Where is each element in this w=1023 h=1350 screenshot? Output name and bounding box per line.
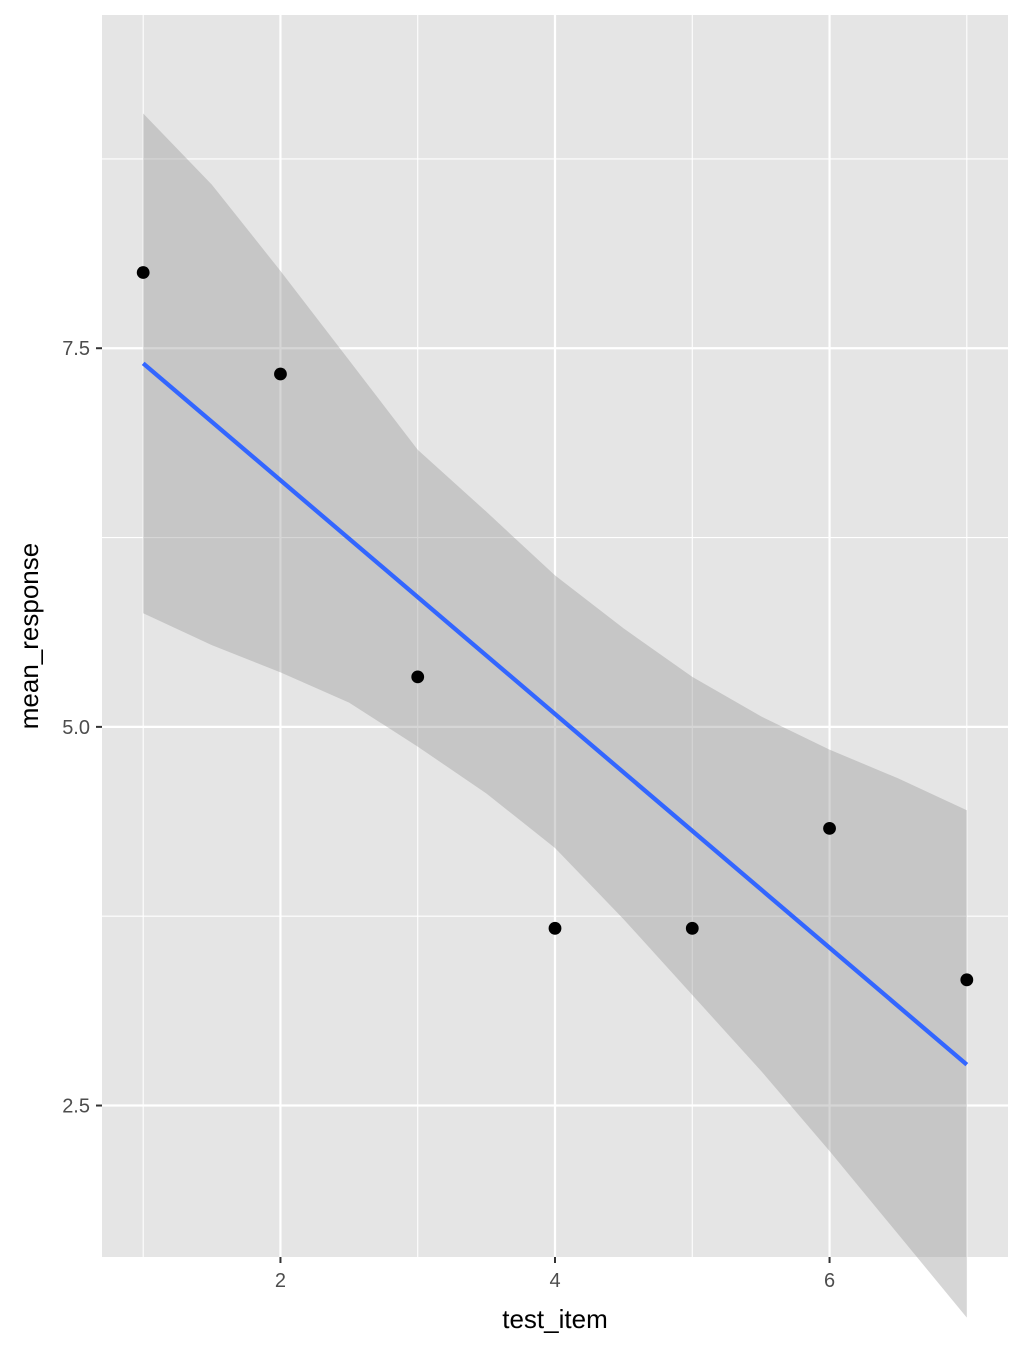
x-axis: 2 4 6 xyxy=(275,1257,835,1292)
data-point xyxy=(960,973,974,987)
y-tick-label: 2.5 xyxy=(62,1096,90,1118)
x-tick-label: 2 xyxy=(275,1270,286,1292)
data-point xyxy=(685,921,699,935)
data-point xyxy=(136,266,150,279)
data-point xyxy=(411,670,425,684)
data-point xyxy=(548,921,562,935)
points-layer xyxy=(136,266,974,987)
y-tick-label: 7.5 xyxy=(62,338,90,360)
y-axis-title: mean_response xyxy=(14,543,44,729)
y-tick-label: 5.0 xyxy=(62,717,90,739)
data-point xyxy=(823,821,836,835)
regression-line xyxy=(141,361,969,1067)
x-tick-label: 4 xyxy=(549,1270,560,1292)
x-tick-label: 6 xyxy=(824,1270,835,1292)
fit-line-layer xyxy=(141,361,969,1067)
x-axis-title: test_item xyxy=(502,1304,608,1334)
y-axis: 2.5 5.0 7.5 xyxy=(62,338,102,1118)
major-gridlines xyxy=(102,15,1008,1257)
data-point xyxy=(274,367,287,381)
